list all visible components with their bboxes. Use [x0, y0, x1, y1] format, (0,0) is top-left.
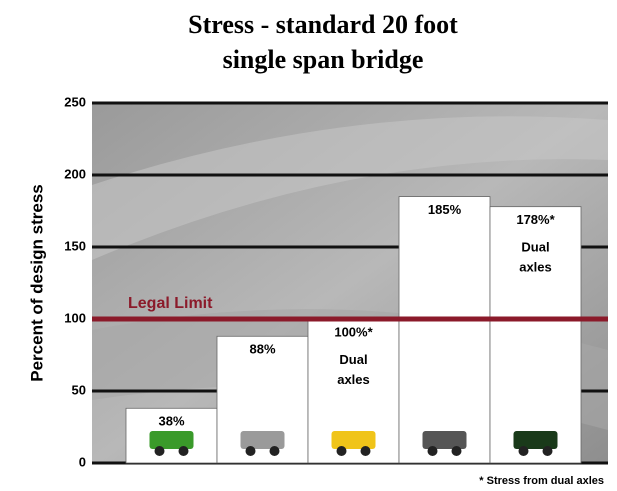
y-tick-label: 200: [64, 166, 86, 181]
chart-subtitle: single span bridge: [223, 45, 424, 74]
vehicle-wheel: [452, 446, 462, 456]
chart: Stress - standard 20 foot single span br…: [0, 0, 617, 491]
y-tick-label: 150: [64, 238, 86, 253]
value-label: 38%: [158, 414, 184, 429]
vehicle-wheel: [155, 446, 165, 456]
y-axis-label: Percent of design stress: [27, 184, 46, 381]
footnote: * Stress from dual axles: [479, 475, 604, 487]
vehicle-wheel: [270, 446, 280, 456]
y-tick-label: 50: [72, 382, 86, 397]
value-label: 178%*: [516, 212, 555, 227]
vehicle-icon: [514, 431, 558, 449]
vehicle-wheel: [519, 446, 529, 456]
vehicle-wheel: [179, 446, 189, 456]
chart-title: Stress - standard 20 foot: [188, 10, 458, 39]
vehicle-icon: [332, 431, 376, 449]
vehicle-icon: [241, 431, 285, 449]
vehicle-icon: [150, 431, 194, 449]
vehicle-wheel: [337, 446, 347, 456]
page: Stress - standard 20 foot single span br…: [0, 0, 617, 491]
vehicle-wheel: [428, 446, 438, 456]
reference-label: Legal Limit: [128, 295, 213, 312]
value-label: 100%*: [334, 324, 373, 339]
vehicle-wheel: [543, 446, 553, 456]
value-label: 185%: [428, 202, 462, 217]
y-tick-label: 100: [64, 310, 86, 325]
vehicle-icon: [423, 431, 467, 449]
vehicle-wheel: [246, 446, 256, 456]
value-label: 88%: [249, 342, 275, 357]
vehicle-wheel: [361, 446, 371, 456]
y-tick-label: 0: [79, 454, 86, 469]
bar: [399, 197, 490, 463]
y-tick-label: 250: [64, 94, 86, 109]
